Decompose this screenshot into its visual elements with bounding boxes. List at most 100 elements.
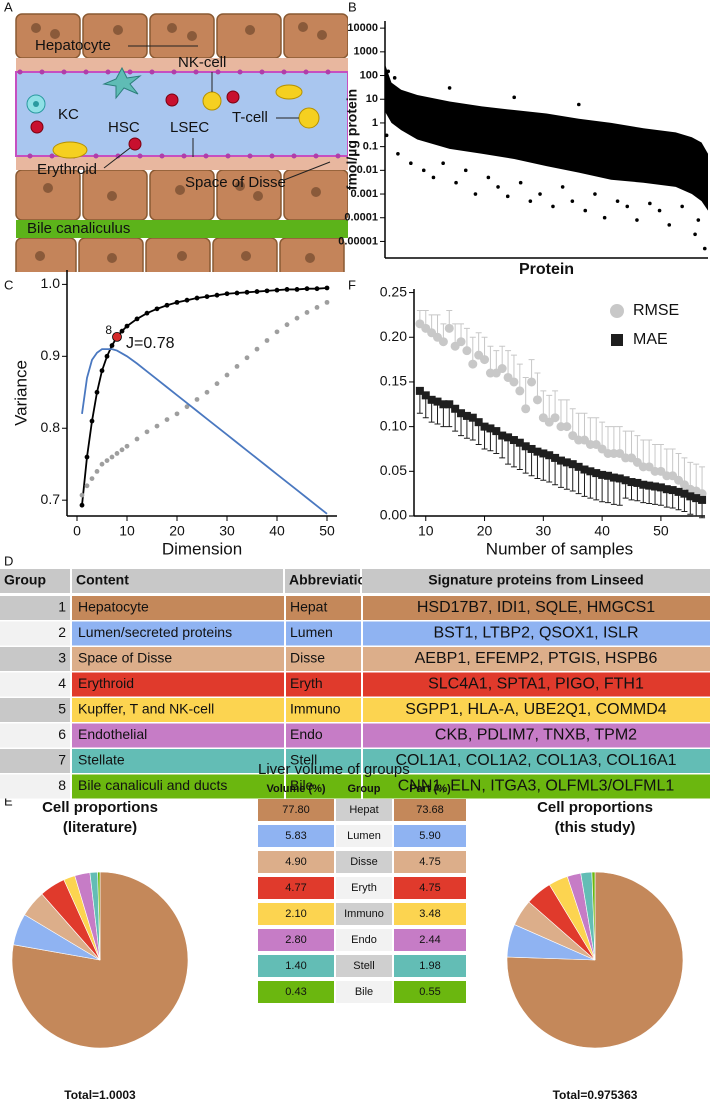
y-tick-label: 0.25 [380, 283, 407, 299]
marker [639, 480, 648, 489]
y-tick-label: 1 [372, 117, 378, 129]
y-tick-label: 0.7 [41, 491, 61, 507]
pie-title: Cell proportions [537, 799, 653, 816]
marker [462, 346, 472, 356]
series-marker [184, 404, 190, 410]
y-tick-label: 0.15 [380, 373, 407, 389]
diagram-label: NK-cell [178, 54, 226, 71]
series-marker [244, 355, 250, 361]
marker [509, 436, 518, 445]
marker [497, 364, 507, 374]
marker [604, 471, 612, 480]
series-marker [204, 294, 210, 300]
table-header: Part (%) [409, 783, 451, 795]
x-axis-label: Protein [519, 261, 574, 278]
part-cell [394, 903, 466, 925]
series-marker [184, 297, 190, 303]
legend-label: RMSE [633, 302, 679, 319]
t-cell [298, 107, 320, 129]
scatter-point [648, 201, 652, 206]
y-axis-label: fmol/µg protein [344, 89, 360, 190]
abbreviation: Disse [290, 650, 325, 666]
volume-cell [258, 851, 334, 873]
diagram-label: Hepatocyte [35, 37, 111, 54]
pointer-lines [103, 45, 331, 181]
series-marker [214, 381, 220, 387]
part-value: 73.68 [416, 804, 444, 816]
part-value: 0.55 [419, 986, 440, 998]
x-tick-label: 50 [319, 523, 335, 539]
part-cell [394, 955, 466, 977]
volume-value: 5.83 [285, 830, 306, 842]
scatter-point [473, 192, 478, 196]
panel-label: B [348, 0, 357, 14]
diagram-label: HSC [108, 119, 140, 136]
abbreviation: Eryth [290, 675, 323, 691]
series-marker [134, 436, 140, 442]
y-tick-label: 0.20 [380, 328, 407, 344]
part-cell [394, 981, 466, 1003]
marker [457, 409, 466, 418]
scatter-point [657, 208, 662, 213]
series-marker [274, 287, 280, 293]
volume-cell [258, 981, 334, 1003]
part-value: 1.98 [419, 960, 440, 972]
y-axis-label: Variance [11, 360, 30, 426]
series-marker [264, 288, 270, 294]
marker [504, 433, 513, 442]
y-tick-label: 0.0001 [344, 212, 378, 224]
panel-label: A [4, 0, 13, 14]
marker [498, 431, 507, 440]
part-cell [394, 825, 466, 847]
group-cell [336, 981, 392, 1003]
volume-value: 77.80 [282, 804, 310, 816]
series-marker [99, 461, 105, 467]
part-value: 5.90 [419, 830, 440, 842]
marker [527, 444, 536, 453]
y-tick-label: 0.00 [380, 507, 407, 523]
signature: HSD17B7, IDI1, SQLE, HMGCS1 [417, 599, 655, 616]
marker [551, 453, 560, 462]
scatter-point [528, 199, 533, 203]
table-header-cell [285, 569, 360, 593]
scatter-point [396, 151, 400, 156]
error-bar [605, 475, 611, 504]
part-cell [394, 877, 466, 899]
volume-value: 2.10 [285, 908, 306, 920]
series-line [81, 287, 328, 506]
marker [527, 377, 537, 387]
nuclei [31, 22, 327, 263]
marker [633, 478, 642, 487]
error-bar [557, 460, 564, 488]
y-tick-label: 10 [366, 93, 378, 105]
marker [580, 465, 589, 474]
marker [539, 449, 548, 458]
group-cell [336, 851, 392, 873]
marker [656, 483, 665, 492]
series-marker [284, 287, 290, 292]
series-marker [164, 417, 170, 423]
immune-cell [275, 84, 303, 100]
series-line [81, 348, 328, 515]
volume-cell [258, 799, 334, 821]
error-bar [593, 473, 600, 501]
error-bar [569, 464, 576, 492]
marker [515, 438, 524, 447]
series-marker [234, 290, 240, 296]
table-header-cell [72, 569, 283, 593]
series-marker [134, 316, 140, 322]
content: Bile canaliculi and ducts [78, 777, 227, 793]
series-marker [84, 483, 90, 489]
marker [468, 359, 478, 369]
x-axis-label: Number of samples [486, 539, 633, 558]
marker [645, 481, 654, 490]
marker [668, 486, 677, 495]
volume-value: 1.40 [285, 960, 306, 972]
x-axis-label: Dimension [162, 539, 242, 558]
scatter-point [447, 86, 452, 90]
series-marker [254, 346, 260, 352]
marker [433, 397, 442, 406]
volume-cell [258, 877, 334, 899]
